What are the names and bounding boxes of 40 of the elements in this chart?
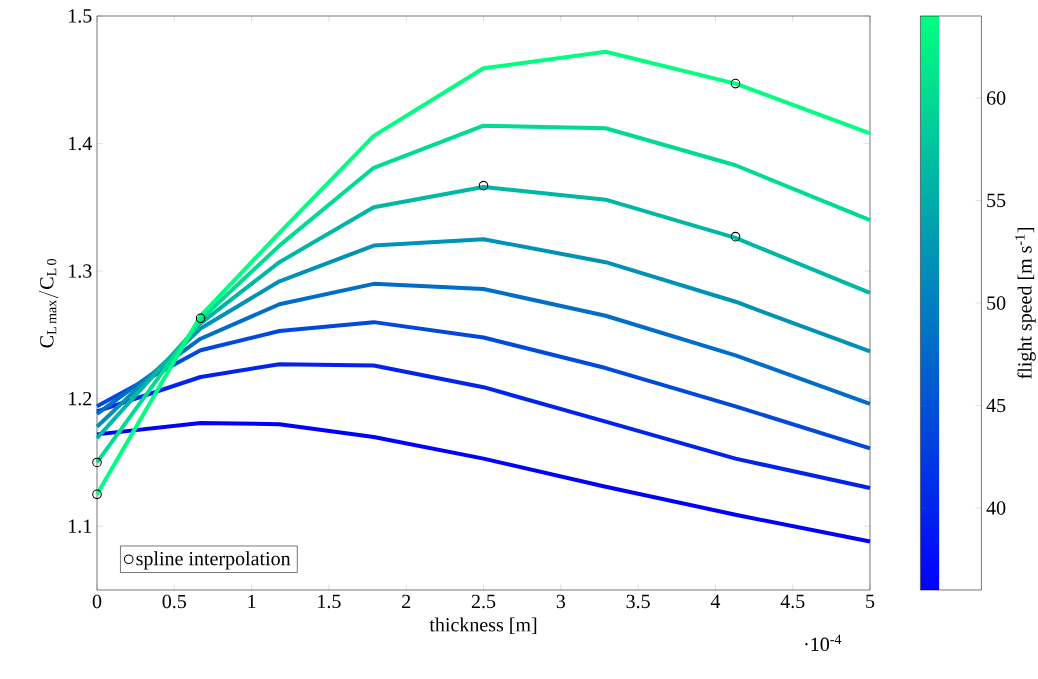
x-tick-label: 2: [402, 594, 411, 608]
line-series: [95, 320, 873, 451]
x-tick-label: 3: [556, 594, 566, 609]
line-series: [95, 281, 873, 416]
line-series: [95, 237, 873, 429]
x-tick-label: 5: [866, 594, 875, 608]
point: [195, 313, 206, 324]
color-bar-label: 50: [987, 296, 1006, 310]
x-tick-label: 4.5: [780, 594, 805, 609]
point: [730, 231, 741, 242]
x-tick-label: 3.5: [626, 594, 650, 609]
point: [92, 489, 102, 500]
line-series: [95, 362, 873, 490]
color-bar-label: 40: [986, 501, 1006, 515]
y-tick-label: 1.4: [69, 136, 92, 151]
line-series: [95, 49, 873, 497]
text: ·10$^{-4}$: [805, 634, 842, 652]
color-bar-label: 60: [986, 91, 1006, 105]
point: [730, 78, 741, 89]
y-tick-label: 1.5: [69, 9, 92, 23]
x-tick-label: 0: [92, 594, 102, 609]
x-tick-label: 1.5: [318, 594, 341, 609]
y-tick-label: 1.2: [69, 391, 92, 406]
point: [478, 180, 489, 191]
y-tick-label: 1.1: [69, 519, 92, 533]
color-bar-title: flight speed [m s$^{-1}$]: [1015, 228, 1036, 379]
line-series: [95, 184, 873, 441]
x-tick-label: 0.5: [162, 594, 187, 609]
legend-label: spline interpolation: [136, 551, 291, 570]
color-bar-label: 55: [987, 193, 1006, 208]
x-tick-label: 4: [710, 594, 721, 608]
y-axis-title: $\mathrm{C}_{\mathrm{L\,max}}/\mathrm{C}_{\mathrm{L\,0}}$: [38, 258, 59, 348]
y-tick-label: 1.3: [69, 264, 92, 278]
point: [92, 457, 102, 468]
x-tick-label: 1: [248, 594, 256, 608]
line-series: [95, 420, 873, 544]
x-tick-label: 2.5: [471, 594, 496, 609]
line-series: [95, 123, 873, 465]
color-bar-label: 45: [986, 398, 1006, 413]
x-axis-title: thickness [m]: [429, 617, 537, 634]
